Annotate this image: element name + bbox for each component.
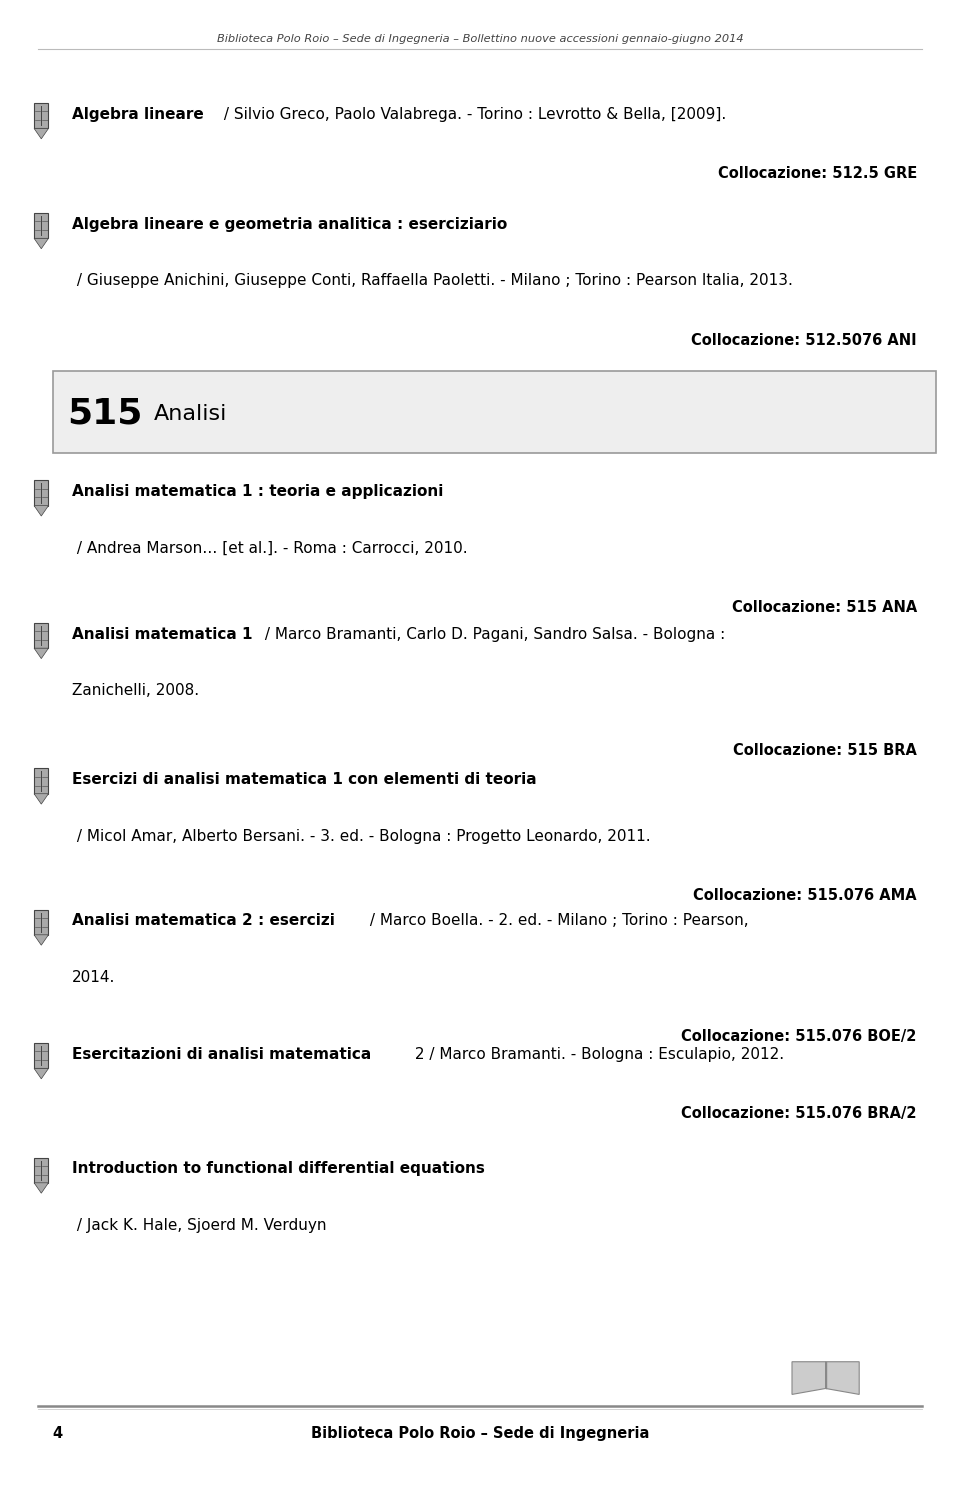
Text: / Marco Bramanti, Carlo D. Pagani, Sandro Salsa. - Bologna :: / Marco Bramanti, Carlo D. Pagani, Sandr…: [260, 627, 726, 642]
Text: Biblioteca Polo Roio – Sede di Ingegneria – Bollettino nuove accessioni gennaio-: Biblioteca Polo Roio – Sede di Ingegneri…: [217, 34, 743, 43]
FancyBboxPatch shape: [35, 212, 48, 238]
FancyBboxPatch shape: [35, 1042, 48, 1069]
FancyBboxPatch shape: [35, 624, 48, 647]
Text: Collocazione: 512.5076 ANI: Collocazione: 512.5076 ANI: [691, 333, 917, 347]
Polygon shape: [35, 793, 48, 805]
Text: 2014.: 2014.: [72, 970, 115, 985]
Text: 4: 4: [53, 1426, 63, 1440]
Text: Algebra lineare e geometria analitica : eserciziario: Algebra lineare e geometria analitica : …: [72, 217, 507, 232]
Text: Zanichelli, 2008.: Zanichelli, 2008.: [72, 683, 199, 698]
Text: Collocazione: 515.076 AMA: Collocazione: 515.076 AMA: [693, 888, 917, 903]
FancyBboxPatch shape: [35, 1158, 48, 1182]
Text: Collocazione: 515.076 BOE/2: Collocazione: 515.076 BOE/2: [682, 1029, 917, 1044]
Text: Introduction to functional differential equations: Introduction to functional differential …: [72, 1161, 485, 1176]
Polygon shape: [35, 128, 48, 138]
Text: / Micol Amar, Alberto Bersani. - 3. ed. - Bologna : Progetto Leonardo, 2011.: / Micol Amar, Alberto Bersani. - 3. ed. …: [72, 829, 651, 843]
FancyBboxPatch shape: [35, 480, 48, 505]
Polygon shape: [35, 1069, 48, 1078]
Text: / Marco Boella. - 2. ed. - Milano ; Torino : Pearson,: / Marco Boella. - 2. ed. - Milano ; Tori…: [365, 913, 749, 928]
Text: 2 / Marco Bramanti. - Bologna : Esculapio, 2012.: 2 / Marco Bramanti. - Bologna : Esculapi…: [410, 1047, 784, 1062]
FancyBboxPatch shape: [53, 371, 936, 453]
Text: Collocazione: 515 BRA: Collocazione: 515 BRA: [732, 742, 917, 757]
FancyBboxPatch shape: [35, 909, 48, 936]
Text: / Jack K. Hale, Sjoerd M. Verduyn: / Jack K. Hale, Sjoerd M. Verduyn: [72, 1218, 326, 1233]
Polygon shape: [35, 647, 48, 658]
Text: 515: 515: [67, 396, 143, 431]
Text: Esercitazioni di analisi matematica: Esercitazioni di analisi matematica: [72, 1047, 372, 1062]
Polygon shape: [35, 238, 48, 248]
Polygon shape: [35, 936, 48, 944]
Text: Biblioteca Polo Roio – Sede di Ingegneria: Biblioteca Polo Roio – Sede di Ingegneri…: [311, 1426, 649, 1440]
Text: Esercizi di analisi matematica 1 con elementi di teoria: Esercizi di analisi matematica 1 con ele…: [72, 772, 537, 787]
Text: / Giuseppe Anichini, Giuseppe Conti, Raffaella Paoletti. - Milano ; Torino : Pea: / Giuseppe Anichini, Giuseppe Conti, Raf…: [72, 273, 793, 288]
Polygon shape: [826, 1362, 859, 1394]
Text: Analisi matematica 1 : teoria e applicazioni: Analisi matematica 1 : teoria e applicaz…: [72, 484, 444, 499]
Text: Algebra lineare: Algebra lineare: [72, 107, 204, 122]
FancyBboxPatch shape: [35, 769, 48, 793]
Polygon shape: [35, 1182, 48, 1194]
Text: Analisi matematica 2 : esercizi: Analisi matematica 2 : esercizi: [72, 913, 335, 928]
Polygon shape: [792, 1362, 826, 1394]
Text: Collocazione: 515.076 BRA/2: Collocazione: 515.076 BRA/2: [682, 1106, 917, 1121]
Text: / Andrea Marson… [et al.]. - Roma : Carrocci, 2010.: / Andrea Marson… [et al.]. - Roma : Carr…: [72, 541, 468, 555]
Text: Collocazione: 515 ANA: Collocazione: 515 ANA: [732, 600, 917, 615]
Text: Collocazione: 512.5 GRE: Collocazione: 512.5 GRE: [717, 166, 917, 181]
Text: Analisi: Analisi: [154, 404, 227, 423]
FancyBboxPatch shape: [35, 102, 48, 128]
Text: Analisi matematica 1: Analisi matematica 1: [72, 627, 252, 642]
Polygon shape: [35, 505, 48, 515]
Text: / Silvio Greco, Paolo Valabrega. - Torino : Levrotto & Bella, [2009].: / Silvio Greco, Paolo Valabrega. - Torin…: [219, 107, 726, 122]
